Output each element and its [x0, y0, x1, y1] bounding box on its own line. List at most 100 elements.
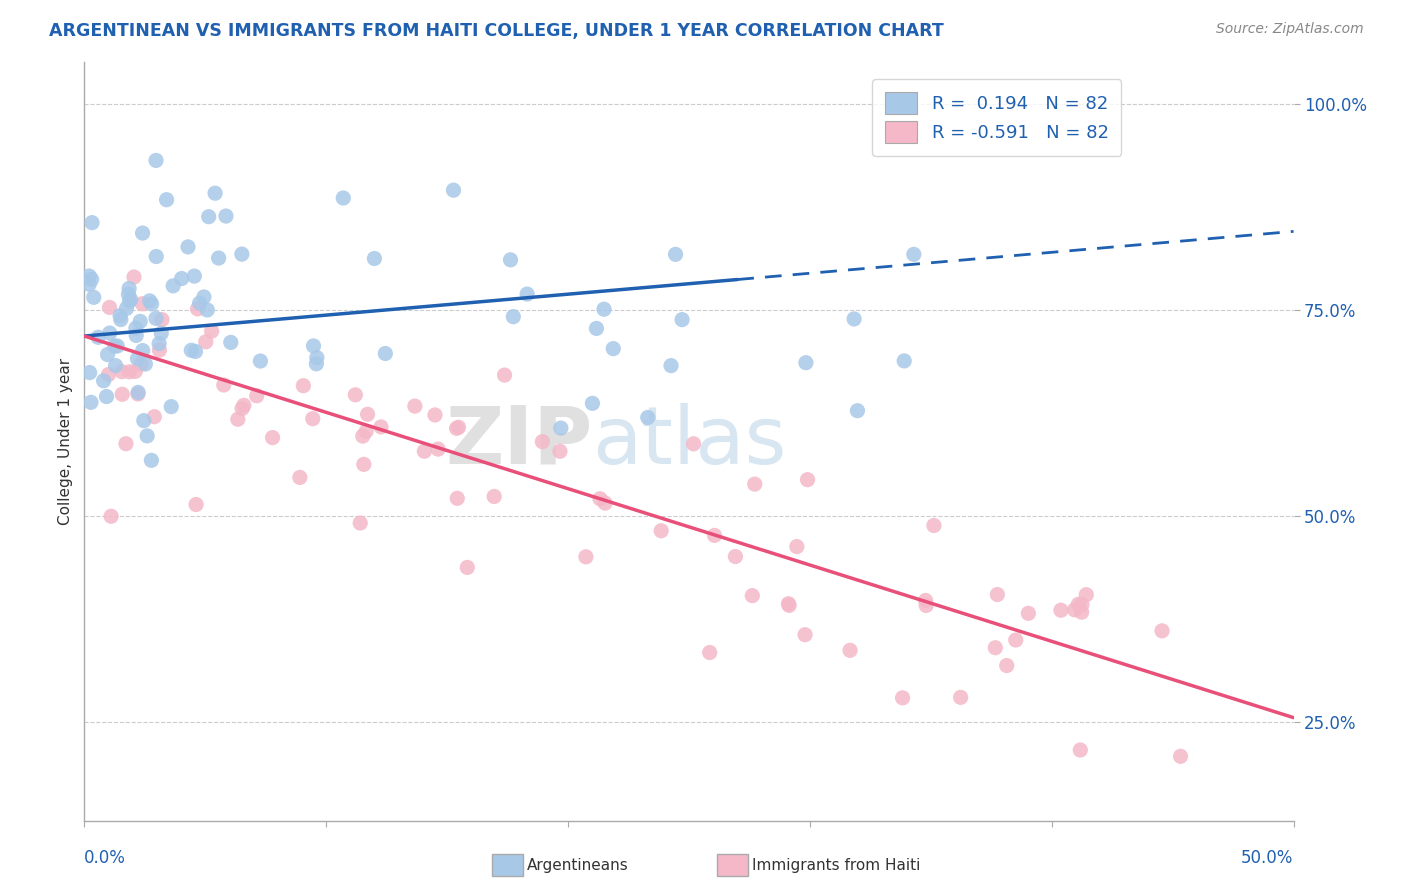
Point — [914, 593, 936, 607]
Point — [97, 368, 120, 382]
Point — [443, 183, 465, 197]
Point — [984, 640, 1007, 655]
Point — [637, 410, 659, 425]
Point — [575, 549, 598, 564]
Point — [79, 366, 101, 380]
Point — [127, 387, 149, 401]
Point — [846, 403, 869, 417]
Point — [1150, 624, 1173, 638]
Point — [1067, 597, 1090, 611]
Point — [356, 407, 378, 421]
Point — [117, 287, 139, 301]
Point — [219, 335, 242, 350]
Point — [104, 359, 127, 373]
Point — [593, 496, 616, 510]
Point — [148, 336, 170, 351]
Point — [215, 209, 238, 223]
Point — [499, 252, 522, 267]
Point — [110, 312, 132, 326]
Point — [741, 589, 763, 603]
Point — [204, 186, 226, 201]
Text: 0.0%: 0.0% — [84, 849, 127, 868]
Point — [249, 354, 271, 368]
Point — [1004, 633, 1026, 648]
Text: Source: ZipAtlas.com: Source: ZipAtlas.com — [1216, 22, 1364, 37]
Point — [581, 396, 603, 410]
Point — [132, 414, 155, 428]
Point — [134, 357, 156, 371]
Point — [671, 312, 693, 326]
Point — [352, 429, 374, 443]
Point — [744, 477, 766, 491]
Point — [288, 470, 311, 484]
Point — [1071, 598, 1094, 612]
Point — [207, 251, 229, 265]
Point — [150, 326, 173, 341]
Point — [664, 247, 686, 261]
Point — [353, 458, 375, 472]
Point — [1050, 603, 1073, 617]
Point — [593, 302, 616, 317]
Point — [111, 365, 134, 379]
Point — [143, 409, 166, 424]
Point — [127, 351, 149, 366]
Point — [100, 509, 122, 524]
Point — [77, 268, 100, 283]
Point — [80, 395, 103, 409]
Point — [108, 309, 131, 323]
Point — [1170, 749, 1192, 764]
Point — [305, 357, 328, 371]
Point — [98, 301, 121, 315]
Point — [118, 294, 141, 309]
Point — [212, 378, 235, 392]
Point — [184, 344, 207, 359]
Point — [893, 354, 915, 368]
Point — [104, 339, 127, 353]
Point — [127, 385, 149, 400]
Point — [786, 540, 808, 554]
Point — [305, 351, 328, 365]
Point — [842, 312, 865, 326]
Point — [427, 442, 450, 456]
Point — [195, 302, 218, 317]
Legend: R =  0.194   N = 82, R = -0.591   N = 82: R = 0.194 N = 82, R = -0.591 N = 82 — [872, 79, 1121, 155]
Point — [796, 473, 818, 487]
Point — [903, 247, 925, 261]
Point — [80, 216, 103, 230]
Point — [550, 421, 572, 435]
Point — [332, 191, 354, 205]
Point — [118, 365, 141, 379]
Point — [703, 528, 725, 542]
Point — [344, 388, 367, 402]
Point — [949, 690, 972, 705]
Point — [145, 153, 167, 168]
Point — [891, 690, 914, 705]
Point — [197, 210, 219, 224]
Point — [494, 368, 516, 382]
Point — [83, 290, 105, 304]
Point — [77, 277, 100, 292]
Point — [413, 444, 436, 458]
Point — [131, 343, 153, 358]
Point — [659, 359, 682, 373]
Point — [124, 364, 146, 378]
Point — [246, 389, 269, 403]
Point — [262, 431, 284, 445]
Point — [141, 297, 163, 311]
Point — [502, 310, 524, 324]
Point — [370, 420, 392, 434]
Point — [1069, 743, 1091, 757]
Point — [162, 278, 184, 293]
Text: 50.0%: 50.0% — [1241, 849, 1294, 868]
Point — [201, 324, 224, 338]
Point — [794, 628, 817, 642]
Text: atlas: atlas — [592, 402, 786, 481]
Point — [404, 399, 426, 413]
Point — [699, 646, 721, 660]
Point — [125, 321, 148, 335]
Point — [794, 356, 817, 370]
Point — [183, 269, 205, 284]
Point — [589, 491, 612, 506]
Point — [915, 599, 938, 613]
Point — [125, 328, 148, 343]
